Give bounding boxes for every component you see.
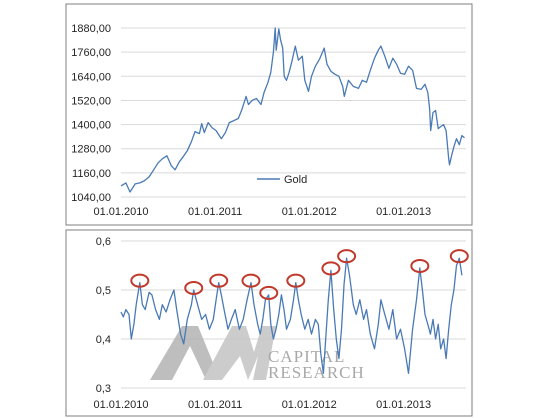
x-tick-label: 01.01.2012 — [282, 206, 337, 218]
series-line — [120, 257, 463, 374]
legend: Gold — [257, 174, 307, 186]
watermark-research-text: RESEARCH — [268, 363, 365, 382]
y-tick-label: 0,6 — [96, 236, 111, 248]
y-tick-label: 1760,00 — [71, 47, 111, 59]
x-tick-label: 01.01.2011 — [188, 399, 242, 411]
y-tick-label: 1880,00 — [71, 23, 111, 35]
x-tick-label: 01.01.2013 — [376, 206, 431, 218]
peak-marker — [130, 273, 150, 288]
gold-series — [120, 27, 465, 193]
peak-marker — [259, 285, 279, 300]
peak-marker — [241, 273, 261, 288]
peak-marker — [337, 249, 357, 264]
y-tick-label: 1400,00 — [71, 120, 111, 132]
x-tick-label: 01.01.2013 — [376, 399, 431, 411]
bottom-y-axis: 0,3 0,4 0,5 0,6 — [96, 236, 111, 395]
y-tick-label: 0,3 — [96, 383, 111, 395]
y-tick-label: 1040,00 — [71, 192, 111, 204]
capital-research-watermark: CAPITAL RESEARCH — [150, 326, 365, 382]
y-tick-label: 0,4 — [96, 334, 111, 346]
legend-entry-gold: Gold — [284, 174, 307, 186]
series-line — [120, 27, 465, 193]
x-tick-label: 01.01.2011 — [188, 206, 242, 218]
x-tick-label: 01.01.2010 — [93, 399, 148, 411]
peak-markers — [130, 249, 469, 300]
top-panel-frame — [65, 3, 473, 226]
watermark-a-shape — [150, 326, 220, 380]
x-tick-label: 01.01.2010 — [93, 206, 148, 218]
peak-marker — [184, 281, 204, 295]
peak-marker — [209, 273, 229, 288]
top-gridlines — [121, 27, 466, 198]
y-tick-label: 1640,00 — [71, 71, 111, 83]
ratio-series — [120, 257, 463, 374]
y-tick-label: 1160,00 — [72, 168, 111, 180]
y-tick-label: 1280,00 — [71, 144, 111, 156]
peak-marker — [410, 258, 430, 273]
watermark-m-shape — [203, 326, 276, 380]
peak-marker — [286, 273, 306, 288]
y-tick-label: 0,5 — [96, 285, 111, 297]
x-tick-label: 01.01.2012 — [282, 399, 337, 411]
top-y-axis: 1040,00 1160,00 1280,00 1400,00 1520,00 1640,… — [71, 23, 111, 204]
peak-marker — [449, 249, 469, 264]
peak-marker — [321, 261, 341, 276]
y-tick-label: 1520,00 — [71, 95, 111, 107]
bottom-x-axis: 01.01.2010 01.01.2011 01.01.2012 01.01.2013 — [93, 399, 431, 411]
top-x-axis: 01.01.2010 01.01.2011 01.01.2012 01.01.2013 — [93, 206, 431, 218]
